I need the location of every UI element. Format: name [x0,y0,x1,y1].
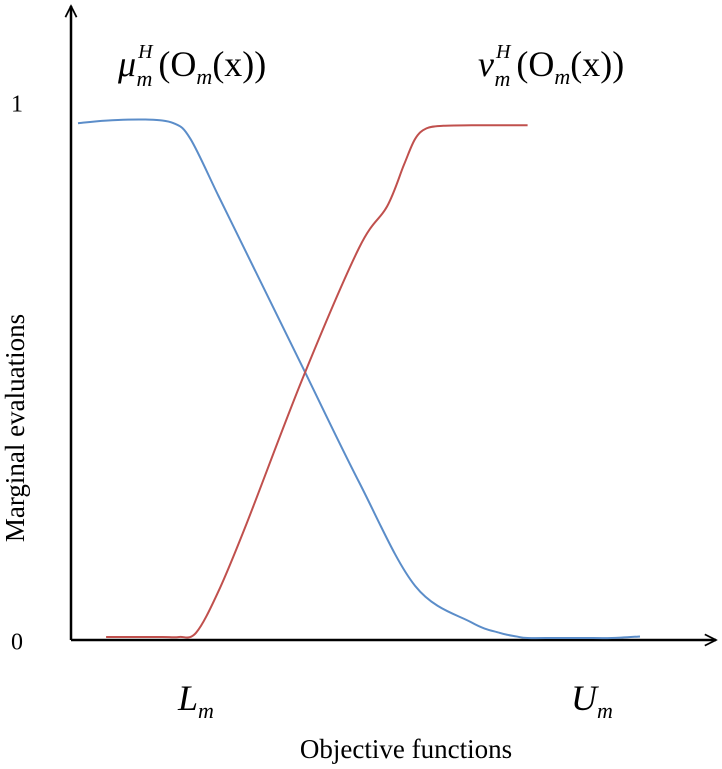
series-line-nu [106,124,528,639]
legend-mu-arg-tail: (x)) [212,44,266,84]
legend-nu-arg-tail: (x)) [570,44,624,84]
legend-nu-arg-sub: m [554,64,570,89]
legend-nu-arg: (O [516,44,554,84]
x-tick-label-um: Um [571,678,613,723]
legend-mu-sup: H [137,41,154,63]
legend-nu-sub: m [494,66,510,91]
legend-mu-arg: (O [158,44,196,84]
legend-mu-base: μ [117,44,136,84]
legend-mu-arg-sub: m [196,64,212,89]
y-axis-title: Marginal evaluations [0,314,30,542]
x-tick-lm-sub: m [198,698,214,723]
legend-nu-base: ν [478,44,494,84]
y-tick-label-0: 0 [11,630,23,656]
x-axis-title: Objective functions [300,734,512,764]
y-tick-label-1: 1 [11,92,23,118]
legend-mu-sub: m [137,66,153,91]
series-layer [77,118,641,640]
x-tick-lm-base: L [177,678,198,718]
legend-nu-sup: H [495,41,512,63]
series-line-mu [77,118,641,640]
x-tick-um-base: U [571,678,599,718]
x-tick-um-sub: m [597,698,613,723]
x-tick-label-lm: Lm [177,678,214,723]
